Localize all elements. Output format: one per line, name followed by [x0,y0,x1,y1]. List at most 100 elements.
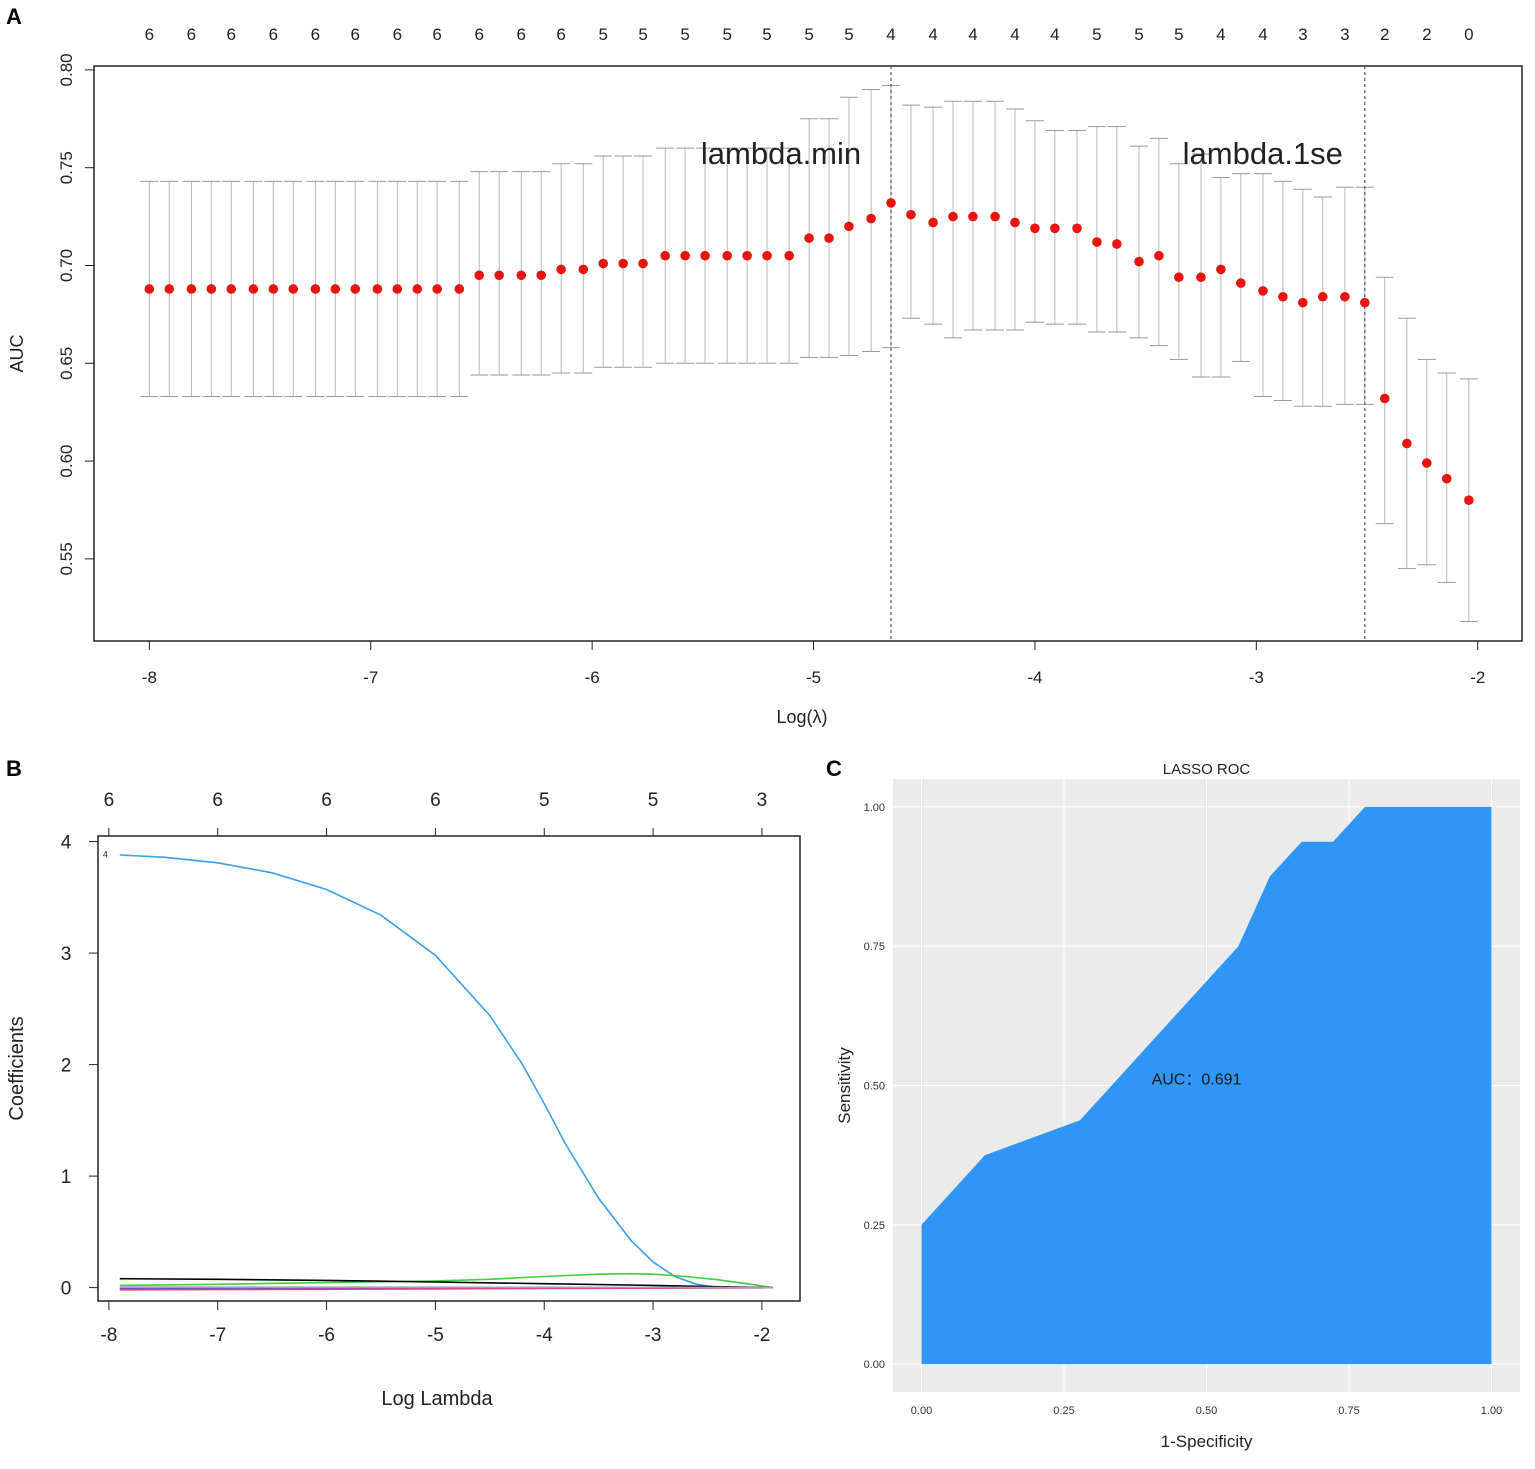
auc-point [164,284,175,294]
auc-annotation: AUC：0.691 [1152,1072,1242,1089]
auc-point [928,217,938,228]
y-tick-label: 0.75 [864,941,885,953]
top-count: 4 [886,25,895,44]
auc-point [494,270,504,281]
auc-point [866,213,876,224]
top-count: 3 [1298,25,1307,44]
x-axis-label: Log Lambda [381,1388,493,1410]
top-count: 6 [351,25,360,44]
y-tick-label: 4 [61,833,72,854]
auc-point [1441,473,1452,484]
auc-point [598,258,609,269]
path-label: 4 [103,850,108,860]
x-tick-label: -8 [142,668,157,687]
top-count: 6 [393,25,402,44]
auc-point [1010,217,1020,228]
auc-point [1360,297,1370,308]
y-tick-label: 1.00 [864,802,885,814]
auc-point [1422,458,1432,468]
top-count: 6 [432,25,441,44]
x-tick-label: -3 [1249,668,1264,687]
auc-point [330,284,341,294]
top-count: 6 [187,25,196,44]
y-tick-label: 0.65 [57,347,76,380]
y-tick-label: 3 [61,944,72,965]
coefficient-path [119,1272,773,1289]
top-count: 6 [145,25,154,44]
auc-point [144,284,155,294]
top-count: 6 [227,25,236,44]
auc-point [1236,278,1246,288]
y-tick-label: 2 [61,1056,72,1077]
auc-point [432,284,442,294]
auc-point [454,284,465,294]
auc-point [906,209,916,220]
auc-point [206,284,217,294]
top-count: 5 [844,25,853,44]
x-tick-label: -4 [1027,668,1042,687]
y-tick-label: 0.75 [57,151,76,184]
x-tick-label: -6 [585,668,600,687]
top-count: 5 [722,25,731,44]
chart-title: LASSO ROC [1163,761,1251,778]
auc-point [948,211,958,222]
top-count: 3 [757,790,768,811]
auc-point [1278,291,1288,302]
top-count: 5 [680,25,689,44]
auc-point [722,250,732,261]
auc-point [990,211,1000,222]
x-tick-label: 0.50 [1196,1405,1217,1417]
x-tick-label: -2 [1470,668,1485,687]
auc-point [226,284,237,294]
x-tick-label: -6 [318,1325,335,1346]
auc-point [248,284,259,294]
y-axis-label: Coefficients [6,1016,28,1120]
top-count: 5 [648,790,659,811]
x-tick-label: -8 [100,1325,117,1346]
top-count: 5 [1092,25,1101,44]
panel-label-a: A [6,4,22,29]
auc-point [1196,272,1206,283]
auc-point [1174,272,1184,283]
auc-point [1464,495,1474,505]
top-count: 5 [539,790,550,811]
coefficient-path [119,1286,773,1289]
auc-point [1298,297,1308,308]
auc-point [762,250,772,261]
top-count: 6 [321,790,332,811]
auc-point [556,264,566,275]
auc-point [1092,237,1102,247]
auc-point [784,250,794,261]
auc-point [310,284,321,294]
top-count: 6 [474,25,483,44]
top-count: 5 [598,25,607,44]
x-tick-label: 0.00 [911,1405,932,1417]
x-tick-label: -2 [753,1325,770,1346]
x-tick-label: 0.75 [1338,1405,1359,1417]
y-tick-label: 0.60 [57,445,76,478]
auc-point [1112,239,1122,249]
x-tick-label: -4 [536,1325,553,1346]
auc-point [1134,256,1144,267]
top-count: 4 [1258,25,1267,44]
top-count: 6 [430,790,441,811]
auc-point [392,284,403,294]
auc-point [536,270,547,281]
x-tick-label: -3 [645,1325,662,1346]
y-tick-label: 0.00 [864,1359,885,1371]
y-tick-label: 0.50 [864,1081,885,1093]
auc-point [1258,286,1268,296]
panel-label-b: B [6,756,22,781]
auc-point [1030,223,1040,234]
top-count: 4 [968,25,977,44]
x-tick-label: 0.25 [1053,1405,1074,1417]
auc-point [288,284,299,294]
y-tick-label: 0 [61,1279,72,1300]
auc-point [372,284,383,294]
auc-point [1379,393,1390,404]
auc-point [886,198,896,208]
y-axis-label: AUC [7,334,27,372]
auc-point [516,270,527,281]
top-count: 6 [212,790,223,811]
y-axis-label: Sensitivity [835,1047,854,1124]
